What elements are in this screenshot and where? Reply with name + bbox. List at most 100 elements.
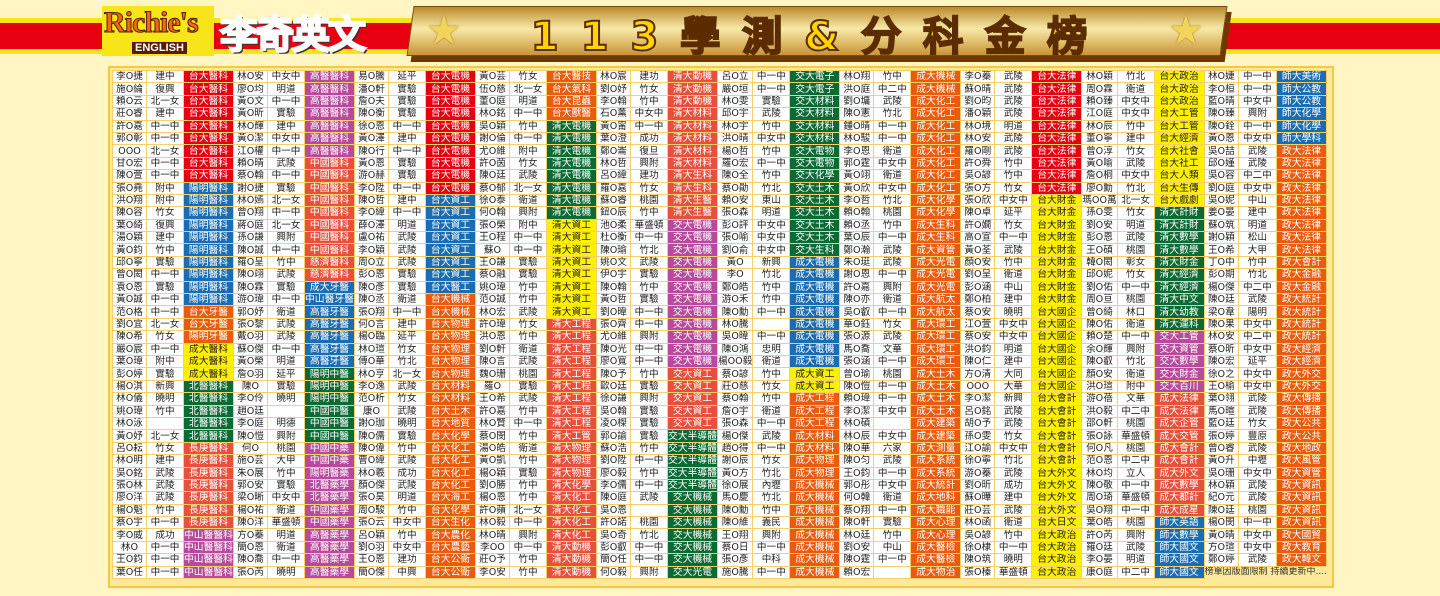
department-badge: 台大醫科 <box>183 131 234 146</box>
department-badge: 清大材料 <box>667 107 718 121</box>
school-name: 實驗 <box>267 107 305 121</box>
student-name: 劉O俞 <box>716 243 754 257</box>
department-badge: 清大電機 <box>546 181 597 195</box>
department-badge: 成大會計 <box>1153 441 1205 456</box>
department-badge: 交大土木 <box>789 231 841 245</box>
department-badge: 台大農藝 <box>425 540 476 555</box>
school-name: 實驗 <box>388 156 426 171</box>
student-name: 彭O涵 <box>960 280 996 295</box>
school-name: 中一中 <box>752 441 791 456</box>
student-name: 李O桓 <box>1203 82 1240 96</box>
school-name: 武陵 <box>388 379 426 394</box>
school-name: 北一女 <box>509 181 547 195</box>
student-name: 魏O珊 <box>475 367 510 381</box>
school-name: 武陵 <box>267 156 305 171</box>
student-name: 彭O評 <box>716 218 754 233</box>
student-name: 曾O淳 <box>1081 144 1118 158</box>
table-row: 林O 中一中 中山醫醫科 簡O恩 衛道 高醫藥學 劉O羽 中女中 台大農藝 李OO 中一中 清大動機彭… <box>112 540 1328 555</box>
student-name: 邱O妮 <box>1081 268 1118 282</box>
student-name: 易O騰 <box>354 69 389 84</box>
school-name: 實驗 <box>388 107 426 121</box>
student-name: 范O誠 <box>475 293 510 307</box>
department-badge: 師大國文 <box>1153 553 1205 567</box>
school-name: 中女中 <box>388 516 426 530</box>
school-name <box>630 503 668 518</box>
department-badge: 台大會計 <box>1031 429 1083 443</box>
department-badge: 中國中藥 <box>304 441 355 456</box>
department-badge: 中國藥學 <box>304 503 355 518</box>
student-name: 陳O匀 <box>839 454 875 468</box>
department-badge: 清大材料 <box>667 131 718 146</box>
student-name: 洪O庭 <box>839 82 875 96</box>
school-name: 中女中 <box>994 193 1033 208</box>
department-badge: 成大系統 <box>910 454 962 468</box>
student-name: 曹O緯 <box>354 454 389 468</box>
department-badge: 成大機械 <box>789 528 841 542</box>
student-name: 姚O文 <box>596 255 631 270</box>
department-badge: 中國醫科 <box>304 206 355 220</box>
department-badge: 中國醫科 <box>304 169 355 183</box>
department-badge: 政大外交 <box>1275 379 1328 394</box>
school-name <box>873 416 912 431</box>
department-badge: 台大財金 <box>1031 280 1083 295</box>
school-name: 桃園 <box>873 367 912 381</box>
student-name: 歐O廷 <box>596 379 631 394</box>
student-name: 施O芸 <box>233 454 268 468</box>
student-name: 甘O宏 <box>112 156 147 171</box>
student-name: 黃O甯 <box>596 119 631 133</box>
school-name: 實驗 <box>146 255 184 270</box>
school-name: 明道 <box>267 354 305 369</box>
department-badge: 成大系統 <box>910 466 962 480</box>
department-badge: 清大經濟 <box>1153 280 1205 295</box>
school-name: 中一中 <box>630 317 668 332</box>
student-name: 陳O全 <box>716 169 754 183</box>
department-badge: 台大農化 <box>425 528 476 542</box>
student-name: 張O昊 <box>354 491 389 505</box>
student-name: 羅O嘉 <box>596 181 631 195</box>
school-name: 武陵 <box>873 243 912 257</box>
table-row: 黃O妤 北一女 北醫醫科 陳O愷 興附 中國中醫 陳O儒 實驗 台大化學 蔡O閔 竹中 清大工管 郭O諭… <box>112 429 1328 443</box>
school-name: 竹女 <box>388 342 426 357</box>
table-row: 袁O恩 實驗 陽明醫科 陳O霖 實驗 成大牙醫 陳O彥 實驗 台大醫工 姚O瑋 竹中 清大資工 陳O翰竹… <box>112 280 1328 295</box>
student-name: 林O駿 <box>839 131 875 146</box>
school-name: 中女中 <box>630 107 668 121</box>
school-name: 竹中 <box>509 330 547 344</box>
student-name: 許O舜 <box>960 156 996 171</box>
department-badge: 台大會計 <box>1031 404 1083 418</box>
student-name: 吳O諺 <box>960 169 996 183</box>
student-name: 郭O妤 <box>233 305 268 319</box>
department-badge: 高醫醫科 <box>304 131 355 146</box>
department-badge: 清大動機 <box>667 69 718 84</box>
student-name: 葉O皓 <box>1081 516 1118 530</box>
department-badge: 成大電機 <box>789 317 841 332</box>
school-name: 中一中 <box>1238 82 1277 96</box>
department-badge: 清大電機 <box>546 144 597 158</box>
student-name: 康O庭 <box>1081 565 1118 580</box>
school-name: 北一女 <box>267 218 305 233</box>
school-name: 曉明 <box>994 553 1033 567</box>
department-badge: 台大物理 <box>425 367 476 381</box>
school-name: 中女中 <box>1238 540 1277 555</box>
school-name: 中一中 <box>267 243 305 257</box>
student-name: 周O亘 <box>1081 293 1118 307</box>
department-badge: 清大資工 <box>546 255 597 270</box>
department-badge: 成大地科 <box>910 491 962 505</box>
school-name: 附中 <box>509 218 547 233</box>
department-badge: 交大電機 <box>667 305 718 319</box>
student-name: 王O希 <box>1203 243 1240 257</box>
student-name: 陳O鴻 <box>716 342 754 357</box>
student-name: 袁O恩 <box>112 280 147 295</box>
student-name: 莊O睿 <box>112 107 147 121</box>
department-badge: 成大法律 <box>1153 404 1205 418</box>
school-name: 中女中 <box>1238 342 1277 357</box>
department-badge: 台大財金 <box>1031 293 1083 307</box>
school-name: 中一中 <box>873 268 912 282</box>
department-badge: 成大機械 <box>789 553 841 567</box>
student-name: 李O翰 <box>596 94 631 109</box>
department-badge: 台大國企 <box>1031 379 1083 394</box>
school-name: 武陵 <box>994 503 1033 518</box>
school-name: 中一中 <box>873 392 912 406</box>
student-name: 戴O羽 <box>233 330 268 344</box>
department-badge: 高醫藥學 <box>304 528 355 542</box>
department-badge: 成大土木 <box>910 404 962 418</box>
